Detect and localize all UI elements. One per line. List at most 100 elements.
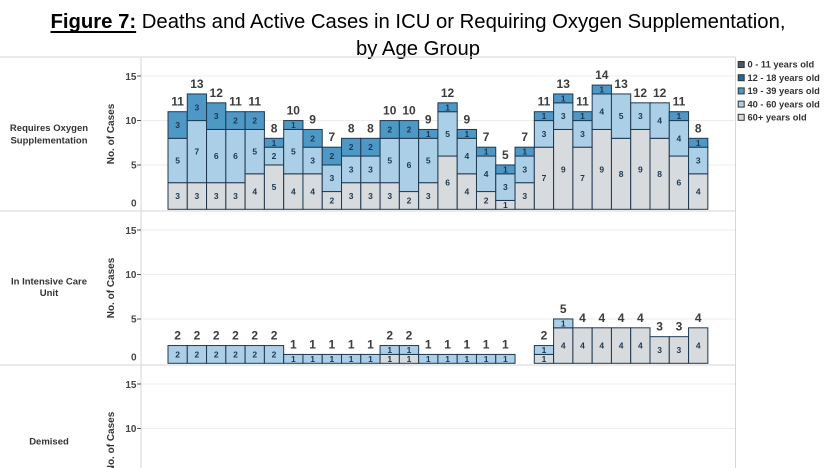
svg-text:3: 3 xyxy=(349,164,354,174)
svg-text:3: 3 xyxy=(195,191,200,201)
svg-text:4: 4 xyxy=(677,133,682,143)
svg-text:4: 4 xyxy=(561,341,566,351)
svg-text:10: 10 xyxy=(402,104,416,118)
svg-text:1: 1 xyxy=(444,337,451,351)
svg-text:3: 3 xyxy=(330,173,335,183)
svg-text:1: 1 xyxy=(542,345,547,355)
svg-text:1: 1 xyxy=(407,345,412,355)
svg-text:2: 2 xyxy=(251,329,258,343)
svg-text:13: 13 xyxy=(614,77,628,91)
svg-text:5: 5 xyxy=(445,129,450,139)
svg-text:11: 11 xyxy=(576,95,589,109)
svg-text:4: 4 xyxy=(696,341,701,351)
svg-text:1: 1 xyxy=(542,111,547,121)
svg-text:7: 7 xyxy=(329,130,336,144)
svg-text:1: 1 xyxy=(503,354,508,364)
svg-text:15: 15 xyxy=(125,226,137,237)
svg-text:4: 4 xyxy=(637,311,644,325)
svg-text:2: 2 xyxy=(330,195,335,205)
svg-text:0 - 11 years old: 0 - 11 years old xyxy=(748,60,815,70)
svg-text:3: 3 xyxy=(195,102,200,112)
svg-text:7: 7 xyxy=(195,147,200,157)
svg-text:2: 2 xyxy=(233,116,238,126)
svg-text:10: 10 xyxy=(125,270,137,281)
svg-text:2: 2 xyxy=(271,329,278,343)
svg-text:9: 9 xyxy=(425,112,432,126)
svg-text:3: 3 xyxy=(310,156,315,166)
svg-text:12: 12 xyxy=(634,86,648,100)
svg-text:2: 2 xyxy=(387,124,392,134)
svg-text:1: 1 xyxy=(310,354,315,364)
svg-text:1: 1 xyxy=(464,129,469,139)
svg-text:12: 12 xyxy=(210,86,224,100)
svg-text:6: 6 xyxy=(214,151,219,161)
svg-text:9: 9 xyxy=(561,164,566,174)
svg-text:2: 2 xyxy=(252,116,257,126)
svg-text:3: 3 xyxy=(522,191,527,201)
svg-text:1: 1 xyxy=(463,337,470,351)
svg-text:7: 7 xyxy=(580,173,585,183)
svg-text:4: 4 xyxy=(580,341,585,351)
svg-text:4: 4 xyxy=(695,311,702,325)
svg-text:1: 1 xyxy=(522,147,527,157)
svg-text:1: 1 xyxy=(561,318,566,328)
svg-text:13: 13 xyxy=(557,77,571,91)
svg-text:No. of Cases: No. of Cases xyxy=(106,257,117,318)
svg-text:1: 1 xyxy=(426,129,431,139)
svg-text:6: 6 xyxy=(233,151,238,161)
svg-text:8: 8 xyxy=(348,121,355,135)
svg-text:2: 2 xyxy=(252,349,257,359)
svg-text:4: 4 xyxy=(291,187,296,197)
svg-text:1: 1 xyxy=(330,354,335,364)
svg-text:4: 4 xyxy=(464,187,469,197)
svg-text:2: 2 xyxy=(272,349,277,359)
svg-text:5: 5 xyxy=(502,148,509,162)
svg-text:Unit: Unit xyxy=(40,288,59,299)
svg-text:7: 7 xyxy=(521,130,528,144)
svg-text:8: 8 xyxy=(657,169,662,179)
svg-text:7: 7 xyxy=(483,130,490,144)
svg-text:4: 4 xyxy=(618,311,625,325)
svg-text:19 - 39 years old: 19 - 39 years old xyxy=(748,86,821,96)
svg-text:12 - 18 years old: 12 - 18 years old xyxy=(748,73,821,83)
svg-text:1: 1 xyxy=(426,354,431,364)
svg-text:3: 3 xyxy=(175,120,180,130)
svg-text:1: 1 xyxy=(464,354,469,364)
svg-text:12: 12 xyxy=(653,86,667,100)
svg-text:3: 3 xyxy=(696,156,701,166)
svg-text:2: 2 xyxy=(232,329,239,343)
svg-text:1: 1 xyxy=(483,337,490,351)
svg-text:1: 1 xyxy=(484,147,489,157)
svg-text:1: 1 xyxy=(580,111,585,121)
svg-text:1: 1 xyxy=(349,354,354,364)
svg-text:5: 5 xyxy=(426,156,431,166)
svg-text:5: 5 xyxy=(252,147,257,157)
svg-text:1: 1 xyxy=(502,337,509,351)
svg-text:2: 2 xyxy=(349,142,354,152)
svg-text:2: 2 xyxy=(368,142,373,152)
svg-text:0: 0 xyxy=(131,199,137,210)
svg-text:Supplementation: Supplementation xyxy=(10,136,87,147)
svg-text:1: 1 xyxy=(367,337,374,351)
svg-text:1: 1 xyxy=(309,337,316,351)
svg-text:1: 1 xyxy=(272,138,277,148)
svg-text:2: 2 xyxy=(174,329,181,343)
svg-text:4: 4 xyxy=(579,311,586,325)
svg-text:15: 15 xyxy=(125,72,137,83)
svg-text:2: 2 xyxy=(484,195,489,205)
svg-text:1: 1 xyxy=(291,120,296,130)
svg-text:4: 4 xyxy=(696,187,701,197)
svg-text:In Intensive Care: In Intensive Care xyxy=(11,276,87,287)
svg-text:6: 6 xyxy=(445,178,450,188)
svg-text:8: 8 xyxy=(271,121,278,135)
svg-text:1: 1 xyxy=(368,354,373,364)
svg-text:3: 3 xyxy=(368,191,373,201)
svg-text:1: 1 xyxy=(503,164,508,174)
svg-text:3: 3 xyxy=(657,345,662,355)
svg-text:1: 1 xyxy=(503,200,508,210)
svg-text:0: 0 xyxy=(131,353,137,364)
svg-text:2: 2 xyxy=(213,329,220,343)
svg-text:2: 2 xyxy=(195,349,200,359)
svg-text:4: 4 xyxy=(599,107,604,117)
svg-text:1: 1 xyxy=(407,354,412,364)
